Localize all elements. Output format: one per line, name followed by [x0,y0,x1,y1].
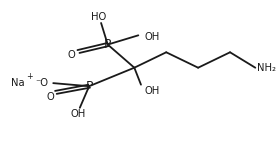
Text: HO: HO [91,12,106,22]
Text: O: O [47,92,54,102]
Text: OH: OH [145,86,160,96]
Text: OH: OH [145,32,160,42]
Text: P: P [85,80,93,93]
Text: ⁻O: ⁻O [35,78,48,88]
Text: O: O [68,50,76,60]
Text: OH: OH [71,109,86,119]
Text: Na: Na [11,78,24,88]
Text: +: + [26,73,33,81]
Text: P: P [104,38,111,51]
Text: NH₂: NH₂ [257,63,276,73]
